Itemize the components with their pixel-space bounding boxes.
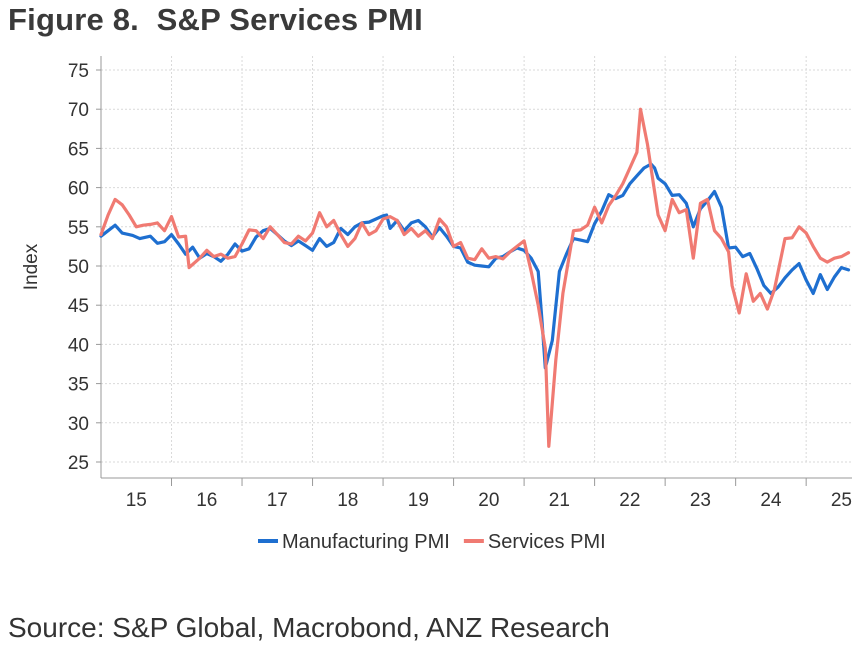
- legend-label: Services PMI: [488, 531, 606, 553]
- series-line-services: [99, 107, 851, 448]
- x-tick-label: 16: [196, 490, 217, 511]
- axes: [96, 56, 852, 486]
- x-tick-label: 21: [549, 490, 570, 511]
- x-tick-label: 15: [126, 490, 147, 511]
- source-note: Source: S&P Global, Macrobond, ANZ Resea…: [8, 612, 610, 643]
- x-tick-labels: 15 16 17 18 19 20 21 22 23 24 25: [126, 490, 852, 511]
- y-tick-label: 75: [68, 61, 89, 82]
- y-tick-label: 70: [68, 100, 89, 121]
- y-tick-label: 65: [68, 139, 89, 160]
- x-tick-label: 23: [690, 490, 711, 511]
- y-tick-labels: 25 30 35 40 45 50 55 60 65 70 75: [68, 61, 89, 474]
- x-tick-label: 24: [760, 490, 782, 511]
- y-tick-label: 50: [68, 257, 89, 278]
- x-tick-label: 17: [267, 490, 288, 511]
- x-tick-label: 20: [478, 490, 499, 511]
- series-lines: [99, 107, 851, 448]
- legend: Manufacturing PMI Services PMI: [258, 531, 606, 553]
- y-axis-label: Index: [21, 243, 42, 290]
- series-line-manufacturing: [99, 162, 851, 370]
- y-tick-label: 60: [68, 179, 89, 200]
- y-tick-label: 30: [68, 414, 89, 435]
- x-tick-label: 22: [619, 490, 640, 511]
- y-tick-label: 40: [68, 335, 89, 356]
- y-tick-label: 55: [68, 218, 89, 239]
- pmi-line-chart: 25 30 35 40 45 50 55 60 65 70 75 15 16 17 18 19 20 21 22 2…: [21, 56, 852, 553]
- legend-label: Manufacturing PMI: [282, 531, 450, 553]
- x-tick-label: 19: [408, 490, 429, 511]
- chart-title: Figure 8. S&P Services PMI: [8, 2, 423, 37]
- y-tick-label: 45: [68, 296, 89, 317]
- y-tick-label: 35: [68, 375, 89, 396]
- y-tick-label: 25: [68, 453, 89, 474]
- x-tick-label: 18: [337, 490, 358, 511]
- x-tick-label: 25: [831, 490, 852, 511]
- gridlines: [101, 56, 852, 463]
